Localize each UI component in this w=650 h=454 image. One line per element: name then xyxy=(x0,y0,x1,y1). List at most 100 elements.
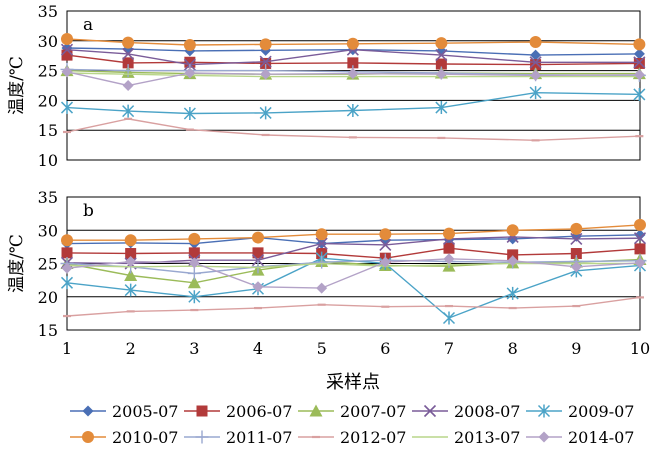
point-a-200807-4 xyxy=(259,55,272,68)
y-tick-label-b-25: 25 xyxy=(38,255,58,274)
y-tick-label-a-15: 15 xyxy=(38,121,58,140)
series-line-b-200607 xyxy=(66,247,641,259)
point-b-200807-6 xyxy=(379,238,392,251)
point-b-201107-5 xyxy=(315,255,329,269)
x-tick-label-9: 9 xyxy=(571,339,581,358)
point-a-200907-5 xyxy=(346,104,359,118)
point-b-201007-2 xyxy=(124,234,137,247)
point-b-201407-1 xyxy=(61,262,73,274)
legend-label-2: 2006-07 xyxy=(226,402,292,421)
point-a-201007-6 xyxy=(435,37,448,50)
point-a-200907-8 xyxy=(633,87,646,101)
series-line-a-201307 xyxy=(66,72,640,78)
point-b-200607-1 xyxy=(61,247,73,259)
point-b-201407-4 xyxy=(252,281,264,293)
point-a-200807-7 xyxy=(529,56,542,69)
point-b-200907-2 xyxy=(124,283,137,297)
point-b-200607-2 xyxy=(125,248,137,260)
legend-marker-5 xyxy=(537,404,551,418)
x-tick-label-1: 1 xyxy=(62,339,72,358)
point-a-200607-8 xyxy=(633,57,645,69)
x-tick-label-3: 3 xyxy=(189,339,199,358)
point-b-201007-8 xyxy=(506,224,519,237)
point-a-201007-7 xyxy=(529,35,542,48)
point-b-201407-3 xyxy=(188,257,200,269)
y-tick-label-b-15: 15 xyxy=(38,321,58,340)
point-a-200607-7 xyxy=(530,59,542,71)
point-a-200607-3 xyxy=(184,56,196,68)
x-tick-label-7: 7 xyxy=(444,339,454,358)
point-a-201007-1 xyxy=(61,33,73,46)
point-b-200807-5 xyxy=(315,237,328,250)
point-b-201407-10 xyxy=(634,257,646,269)
panel-b: 15 20 25 30 35 温度/℃ b 1 2 3 4 5 6 7 8 9 10 xyxy=(7,188,650,358)
legend-label-1: 2005-07 xyxy=(112,402,178,421)
point-a-201007-4 xyxy=(259,38,272,51)
series-line-a-200807 xyxy=(66,48,640,66)
point-b-200907-8 xyxy=(506,286,519,300)
y-tick-label-a-25: 25 xyxy=(38,62,58,81)
point-a-200907-7 xyxy=(529,86,542,100)
point-b-200807-9 xyxy=(570,232,583,245)
point-b-200607-3 xyxy=(188,247,200,259)
point-b-201407-7 xyxy=(443,253,455,265)
legend-marker-1 xyxy=(82,405,94,417)
point-a-200907-3 xyxy=(183,107,196,121)
point-a-200507-7 xyxy=(530,49,542,61)
point-b-201407-6 xyxy=(379,256,391,268)
point-a-201407-8 xyxy=(633,69,645,81)
point-a-201007-8 xyxy=(633,38,646,51)
point-a-201407-2 xyxy=(122,80,134,91)
point-b-201007-7 xyxy=(443,227,455,240)
legend-label-7: 2011-07 xyxy=(226,428,292,447)
point-b-200607-9 xyxy=(570,248,582,260)
series-line-b-200807 xyxy=(66,236,641,265)
point-b-201007-9 xyxy=(570,222,583,235)
point-a-200607-2 xyxy=(122,57,134,69)
point-a-200607-1 xyxy=(61,49,73,61)
legend-marker-10 xyxy=(538,431,550,443)
y-tick-label-a-30: 30 xyxy=(38,32,58,51)
point-a-201407-4 xyxy=(260,68,272,80)
point-b-200907-1 xyxy=(60,276,74,290)
plot-frame-a xyxy=(66,10,641,161)
x-tick-label-4: 4 xyxy=(253,339,263,358)
point-a-200507-8 xyxy=(633,48,645,60)
series-line-b-201007 xyxy=(67,224,641,241)
x-tick-label-6: 6 xyxy=(380,339,390,358)
series-line-a-201007 xyxy=(66,38,640,46)
legend-marker-7 xyxy=(195,430,209,444)
point-a-201107-2 xyxy=(121,64,135,78)
x-tick-label-2: 2 xyxy=(126,339,136,358)
point-a-201407-5 xyxy=(347,68,359,80)
legend-label-4: 2008-07 xyxy=(454,402,520,421)
point-b-200907-7 xyxy=(442,311,456,325)
point-b-201007-4 xyxy=(252,231,264,244)
legend-marker-3 xyxy=(309,404,323,417)
point-b-200607-8 xyxy=(507,249,519,261)
point-b-201407-9 xyxy=(570,261,582,273)
y-axis-title-b: 温度/℃ xyxy=(7,234,27,293)
series-line-a-200607 xyxy=(66,54,640,66)
y-tick-label-b-20: 20 xyxy=(38,288,58,307)
legend-marker-2 xyxy=(196,405,208,417)
point-a-201007-3 xyxy=(183,38,196,51)
point-a-201407-1 xyxy=(61,66,73,78)
panel-a: 10 15 20 25 30 35 温度/℃ a xyxy=(7,2,646,170)
point-b-200807-10 xyxy=(633,232,647,245)
legend-label-10: 2014-07 xyxy=(568,428,634,447)
point-a-200807-8 xyxy=(633,56,646,69)
point-b-201007-5 xyxy=(315,228,328,241)
point-a-200807-2 xyxy=(122,47,135,60)
series-line-b-201107 xyxy=(66,259,641,275)
series-line-a-201407 xyxy=(66,71,640,87)
point-b-201007-10 xyxy=(634,218,646,231)
point-a-200907-6 xyxy=(435,101,448,115)
point-b-201107-3 xyxy=(187,266,201,280)
legend-label-8: 2012-07 xyxy=(340,428,406,447)
series-line-a-201207 xyxy=(66,118,640,142)
point-b-200807-4 xyxy=(251,254,265,267)
y-tick-label-a-20: 20 xyxy=(38,91,58,110)
